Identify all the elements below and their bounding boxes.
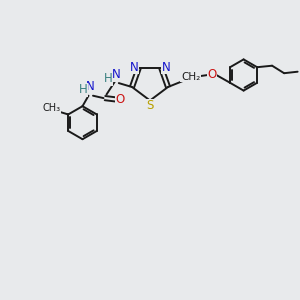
Text: O: O [208, 68, 217, 82]
Text: S: S [146, 99, 154, 112]
Text: N: N [129, 61, 138, 74]
Text: N: N [86, 80, 95, 93]
Text: H: H [79, 83, 88, 96]
Text: CH₃: CH₃ [42, 103, 61, 113]
Text: N: N [111, 68, 120, 82]
Text: CH₂: CH₂ [181, 71, 200, 82]
Text: O: O [116, 93, 124, 106]
Text: N: N [162, 61, 171, 74]
Text: H: H [103, 72, 112, 85]
